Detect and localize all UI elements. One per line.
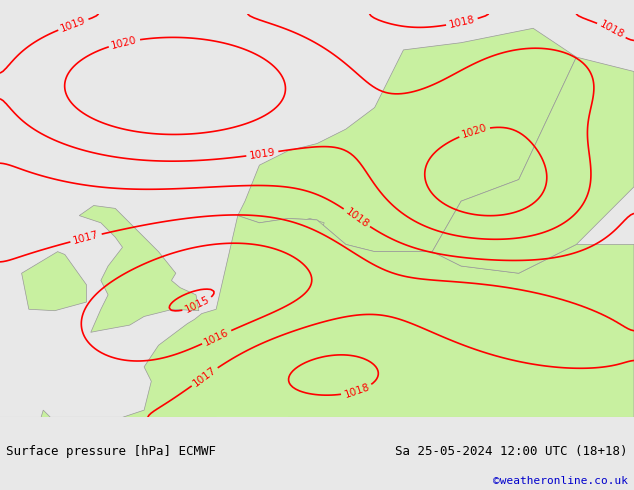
Text: Sa 25-05-2024 12:00 UTC (18+18): Sa 25-05-2024 12:00 UTC (18+18) [395,445,628,458]
Polygon shape [79,205,199,332]
Polygon shape [238,28,576,252]
Text: 1015: 1015 [183,295,212,315]
Text: 1016: 1016 [203,327,231,347]
Text: 1017: 1017 [191,365,218,389]
Text: ©weatheronline.co.uk: ©weatheronline.co.uk [493,476,628,486]
Text: 1017: 1017 [72,230,100,246]
Text: Surface pressure [hPa] ECMWF: Surface pressure [hPa] ECMWF [6,445,216,458]
Text: 1020: 1020 [460,123,488,140]
Text: 1020: 1020 [110,35,138,50]
Polygon shape [0,216,634,424]
Text: 1019: 1019 [59,15,87,34]
Text: 1018: 1018 [448,14,476,30]
Text: 1018: 1018 [598,19,626,41]
Text: 1019: 1019 [249,147,276,161]
Text: 1018: 1018 [343,382,371,400]
Text: 1018: 1018 [343,206,370,229]
Polygon shape [22,252,86,311]
Polygon shape [288,219,324,259]
Polygon shape [432,57,634,273]
